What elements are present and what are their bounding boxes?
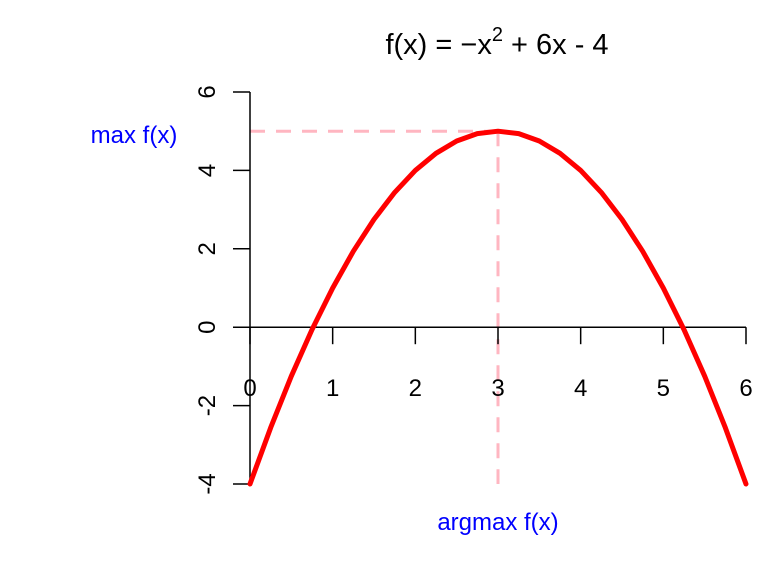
y-tick-label: -4 bbox=[194, 473, 221, 494]
argmax-label: argmax f(x) bbox=[437, 509, 558, 536]
x-tick-label: 3 bbox=[491, 375, 504, 402]
guide-lines bbox=[250, 129, 500, 484]
y-tick-label: 2 bbox=[194, 242, 221, 255]
chart-title: f(x) = −x2 + 6x - 4 bbox=[385, 24, 608, 61]
x-tick-label: 6 bbox=[739, 375, 752, 402]
series-line bbox=[247, 128, 749, 487]
y-tick-label: 0 bbox=[194, 321, 221, 334]
y-tick-label: 4 bbox=[194, 164, 221, 177]
y-tick-label: -2 bbox=[194, 395, 221, 416]
axes: -4 -2 0 2 4 6 0 1 2 3 4 5 6 bbox=[194, 85, 753, 494]
series-layer bbox=[247, 128, 749, 487]
x-tick-label: 4 bbox=[574, 375, 587, 402]
x-tick-label: 1 bbox=[326, 375, 339, 402]
x-tick-label: 2 bbox=[409, 375, 422, 402]
max-label: max f(x) bbox=[91, 122, 178, 149]
x-tick-label: 5 bbox=[657, 375, 670, 402]
x-tick-label: 0 bbox=[243, 375, 256, 402]
y-tick-label: 6 bbox=[194, 85, 221, 98]
